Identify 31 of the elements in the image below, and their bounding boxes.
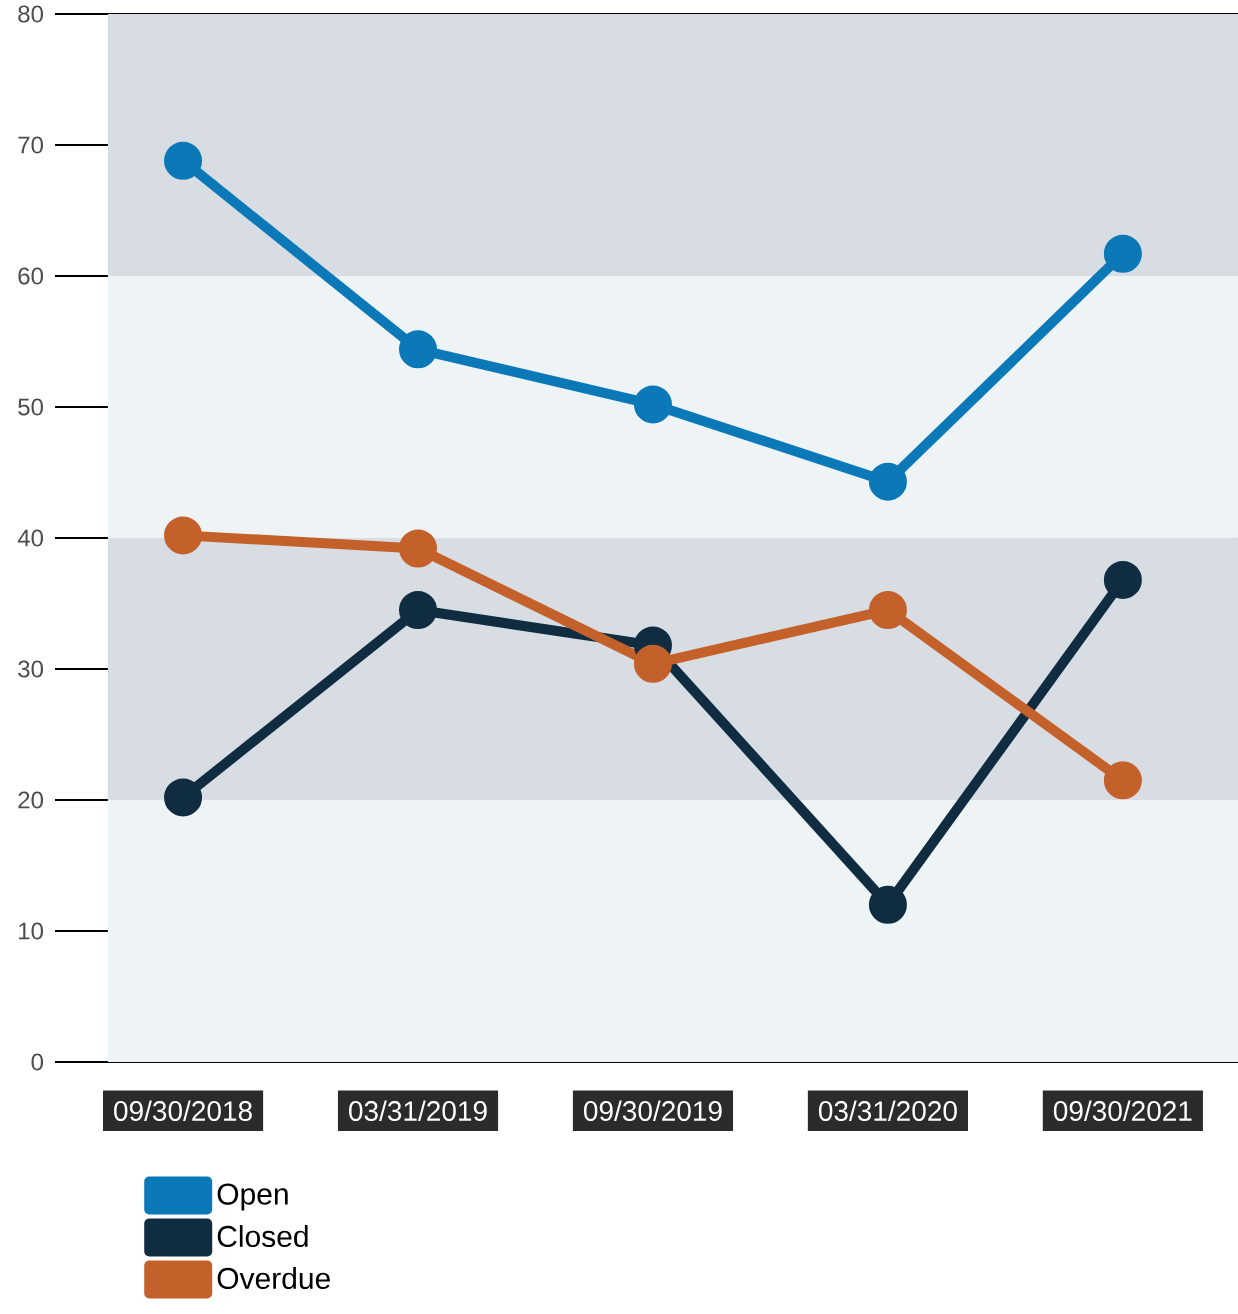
point xyxy=(1103,560,1142,599)
legend-label: Open xyxy=(217,1183,288,1211)
x-tick-label: 09/30/2019 xyxy=(583,1100,722,1121)
point xyxy=(164,141,203,180)
y-tick-label: 50 xyxy=(18,398,44,416)
x-tick-label: 09/30/2021 xyxy=(1053,1100,1192,1121)
y-tick-label: 80 xyxy=(18,5,44,23)
point xyxy=(1103,234,1142,273)
point xyxy=(399,330,438,369)
point xyxy=(868,462,907,501)
y-tick-label: 10 xyxy=(19,922,44,940)
x-tick-label: 09/30/2018 xyxy=(114,1100,252,1121)
point xyxy=(868,885,907,924)
point xyxy=(399,529,438,568)
point xyxy=(164,778,203,817)
point xyxy=(1103,761,1142,800)
y-tick-label: 20 xyxy=(18,791,44,809)
y-tick-label: 60 xyxy=(18,267,44,285)
y-tick-label: 0 xyxy=(31,1053,44,1071)
y-tick-label: 40 xyxy=(17,529,44,547)
point xyxy=(164,516,203,555)
point xyxy=(633,644,672,683)
point xyxy=(868,591,907,630)
legend-label: Overdue xyxy=(217,1267,330,1290)
legend-label: Closed xyxy=(217,1225,308,1248)
point xyxy=(399,591,438,630)
y-tick-label: 70 xyxy=(18,136,44,154)
x-tick-label: 03/31/2020 xyxy=(818,1100,957,1121)
x-tick-label: 03/31/2019 xyxy=(349,1100,487,1121)
point xyxy=(633,385,672,424)
y-tick-label: 30 xyxy=(18,660,44,678)
